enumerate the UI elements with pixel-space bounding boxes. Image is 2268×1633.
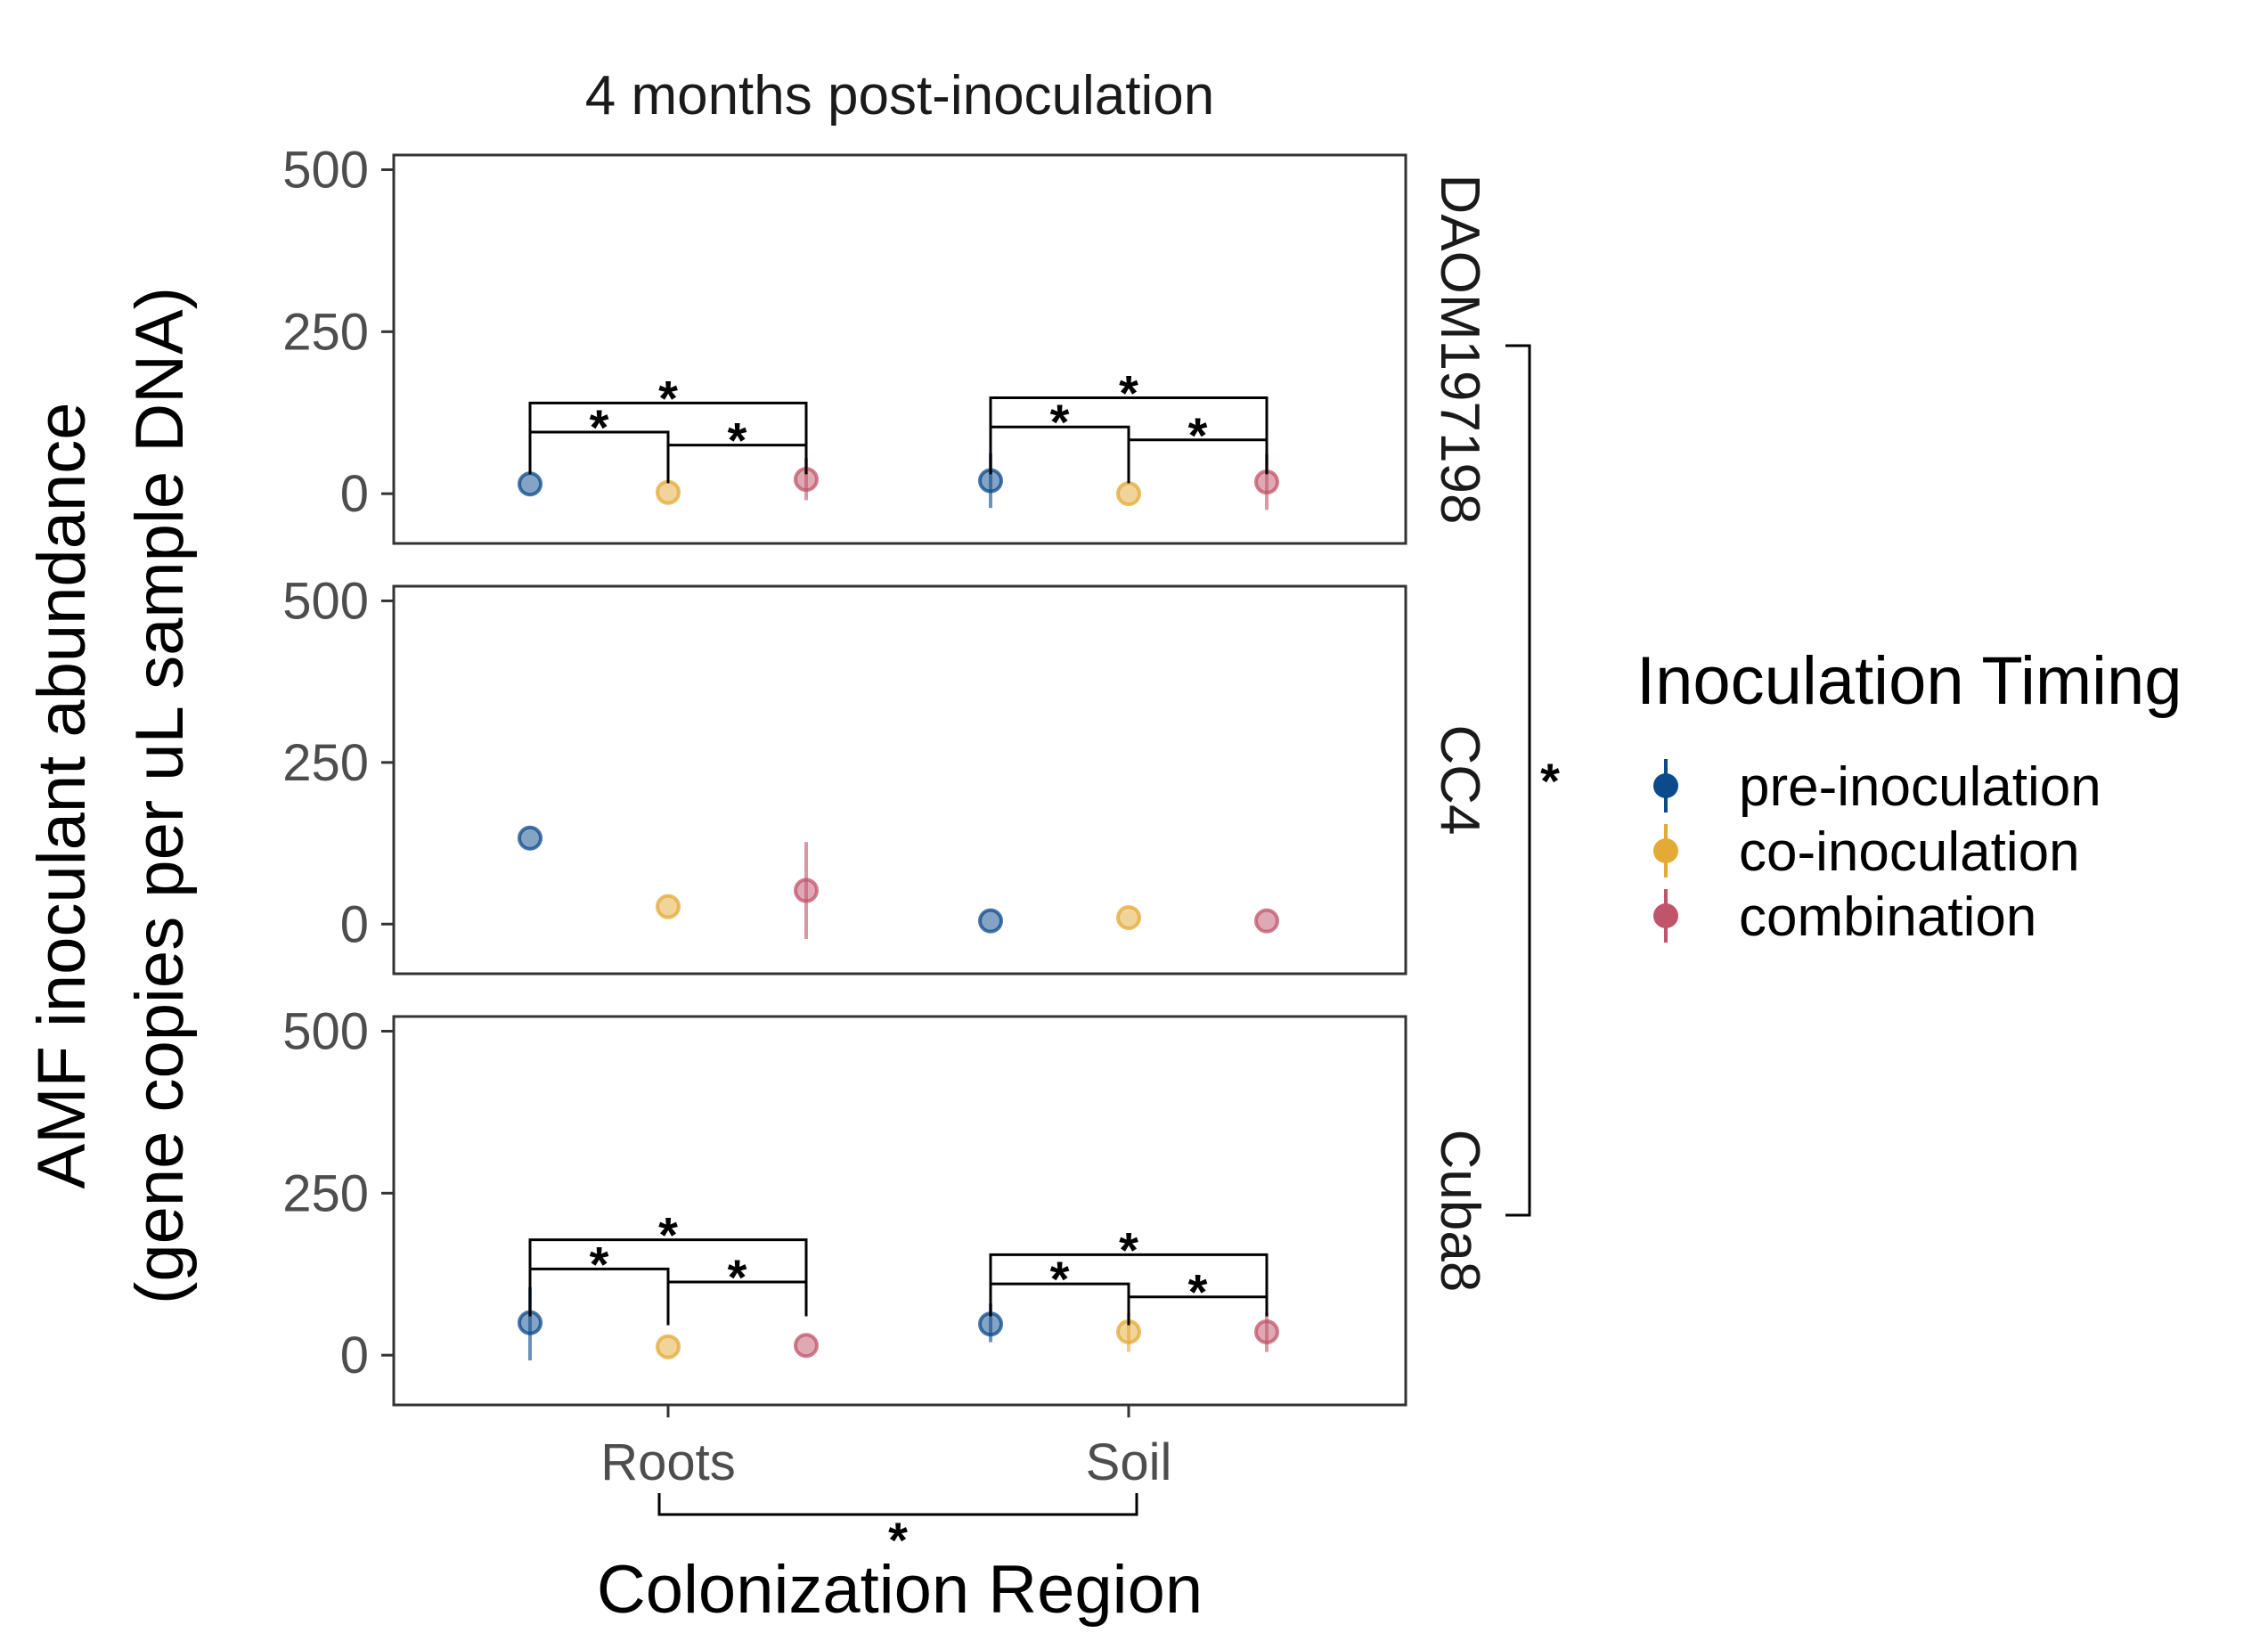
panel-border-Cuba8 [392, 1015, 1407, 1407]
data-point [794, 878, 819, 903]
x-tick-label: Soil [1086, 1433, 1172, 1491]
panel-border-CC4 [392, 584, 1407, 976]
sig-star: * [1050, 394, 1070, 450]
strip-label-Cuba8: Cuba8 [1429, 1130, 1490, 1293]
panel-border-DAOM197198 [392, 153, 1407, 545]
legend-key-point [1653, 773, 1678, 798]
legend-label: combination [1739, 886, 2036, 948]
sig-bracket [991, 1282, 1130, 1326]
legend-title: Inoculation Timing [1636, 643, 2182, 719]
strip-label-DAOM197198: DAOM197198 [1429, 175, 1490, 525]
data-point [1254, 1319, 1279, 1344]
chart-title: 4 months post-inoculation [585, 65, 1215, 127]
sig-bracket [530, 430, 670, 484]
sig-bracket [528, 1238, 808, 1317]
x-tick-label: Roots [600, 1433, 736, 1491]
y-tick-label: 500 [282, 1002, 369, 1060]
legend-key-point [1653, 903, 1678, 928]
y-axis-title-line1: AMF inoculant abundance [24, 402, 100, 1188]
sig-bracket [530, 1267, 670, 1326]
y-axis-title-line2: (gene copies per uL sample DNA) [122, 287, 198, 1304]
legend-label: pre-inoculation [1739, 756, 2101, 818]
data-point [518, 471, 543, 497]
data-point [978, 1311, 1003, 1337]
data-point [1254, 469, 1279, 495]
sig-star: * [1188, 407, 1208, 463]
sig-bracket [528, 401, 808, 475]
data-point [656, 1334, 681, 1359]
x-axis-title: Colonization Region [597, 1552, 1203, 1628]
data-point [1116, 481, 1141, 507]
sig-star: * [1050, 1251, 1070, 1307]
y-tick-label: 250 [282, 1164, 369, 1222]
strain-sig-star: * [1540, 753, 1560, 809]
data-point [656, 894, 681, 919]
legend-label: co-inoculation [1739, 821, 2080, 883]
strip-label-CC4: CC4 [1429, 724, 1490, 835]
sig-star: * [590, 399, 609, 455]
data-point [1116, 905, 1141, 931]
sig-star: * [1119, 365, 1138, 421]
sig-star: * [1188, 1264, 1208, 1320]
sig-bracket [989, 396, 1269, 475]
y-tick-label: 500 [282, 141, 369, 199]
y-tick-label: 250 [282, 734, 369, 792]
legend-key-point [1653, 838, 1678, 863]
sig-bracket [989, 1253, 1269, 1317]
sig-bracket [991, 425, 1130, 484]
region-sig-star: * [888, 1512, 908, 1568]
y-tick-label: 250 [282, 303, 369, 361]
data-point [656, 479, 681, 505]
data-point [1254, 908, 1279, 934]
sig-star: * [1119, 1221, 1138, 1278]
data-point [978, 908, 1003, 934]
data-point [518, 825, 543, 851]
y-tick-label: 0 [340, 465, 369, 523]
sig-star: * [728, 412, 747, 469]
sig-star: * [658, 370, 678, 426]
sig-star: * [658, 1207, 678, 1263]
y-tick-label: 0 [340, 1327, 369, 1384]
y-tick-label: 500 [282, 572, 369, 630]
strain-bracket [1505, 344, 1531, 1217]
sig-star: * [728, 1249, 747, 1305]
data-point [794, 1333, 819, 1359]
sig-star: * [590, 1236, 609, 1292]
y-tick-label: 0 [340, 895, 369, 953]
region-bracket [657, 1493, 1138, 1516]
